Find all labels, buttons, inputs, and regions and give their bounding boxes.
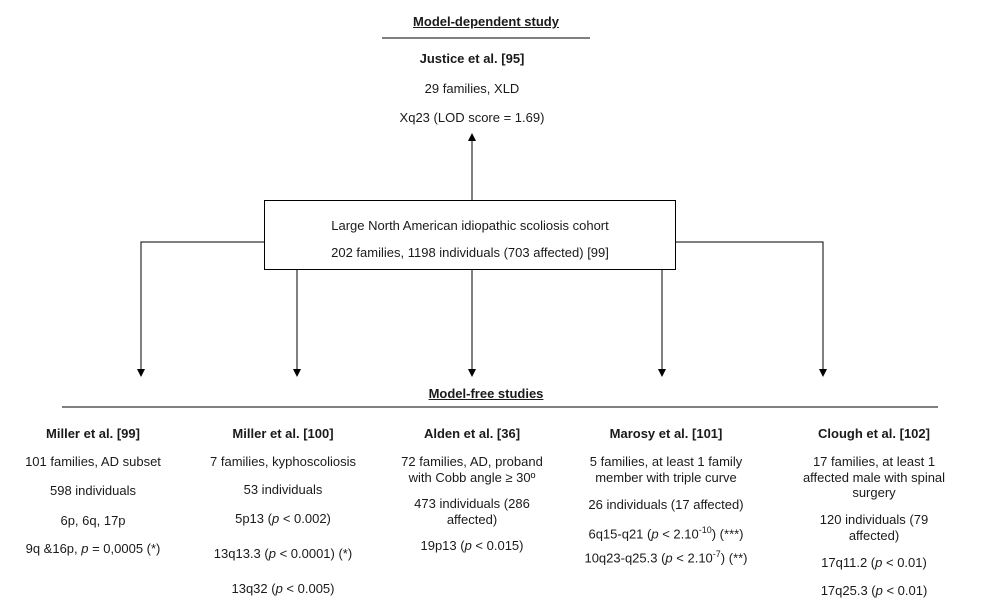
branch-right — [676, 241, 827, 377]
study-line: 53 individuals — [243, 482, 323, 497]
justice-line2: Xq23 (LOD score = 1.69) — [399, 110, 545, 125]
study-line: member with triple curve — [595, 470, 737, 485]
study-line: affected male with spinal — [802, 470, 946, 485]
cohort-box: Large North American idiopathic scoliosi… — [264, 200, 676, 270]
study-line: 72 families, AD, proband — [401, 454, 543, 469]
study-line: 26 individuals (17 affected) — [588, 497, 744, 512]
study-line: 473 individuals (286 — [414, 496, 530, 511]
study-line: 101 families, AD subset — [25, 454, 161, 469]
study-line: 17q11.2 (p < 0.01) — [821, 555, 927, 570]
study-author: Clough et al. [102] — [818, 426, 930, 441]
study-line: 13q32 (p < 0.005) — [231, 581, 335, 596]
study-line: affected) — [446, 512, 498, 527]
cohort-line2: 202 families, 1198 individuals (703 affe… — [331, 245, 609, 260]
justice-author: Justice et al. [95] — [419, 51, 525, 66]
study-author: Miller et al. [100] — [232, 426, 334, 441]
model-dependent-header: Model-dependent study — [413, 14, 559, 29]
study-line: 6q15-q21 (p < 2.10-10) (***) — [588, 525, 744, 542]
study-line: 17q25.3 (p < 0.01) — [820, 583, 928, 598]
study-line: 598 individuals — [49, 483, 136, 498]
study-line: 5p13 (p < 0.002) — [235, 511, 331, 526]
study-author: Miller et al. [99] — [46, 426, 140, 441]
study-line: 13q13.3 (p < 0.0001) (*) — [213, 546, 353, 561]
study-line: 19p13 (p < 0.015) — [420, 538, 524, 553]
study-line: 10q23-q25.3 (p < 2.10-7) (**) — [584, 549, 748, 566]
study-line: 6p, 6q, 17p — [60, 513, 126, 528]
model-free-header: Model-free studies — [428, 386, 544, 401]
study-line: 17 families, at least 1 — [812, 454, 936, 469]
study-line: 120 individuals (79 — [819, 512, 929, 527]
justice-line1: 29 families, XLD — [424, 81, 520, 96]
branch-left — [137, 241, 264, 377]
study-line: 9q &16p, p = 0,0005 (*) — [25, 541, 161, 556]
study-line: 5 families, at least 1 family — [589, 454, 743, 469]
study-author: Marosy et al. [101] — [609, 426, 723, 441]
cohort-line1: Large North American idiopathic scoliosi… — [331, 218, 609, 233]
study-line: affected) — [848, 528, 900, 543]
study-author: Alden et al. [36] — [423, 426, 521, 441]
study-line: 7 families, kyphoscoliosis — [210, 454, 356, 469]
study-line: with Cobb angle ≥ 30º — [408, 470, 536, 485]
study-line: surgery — [852, 485, 896, 500]
